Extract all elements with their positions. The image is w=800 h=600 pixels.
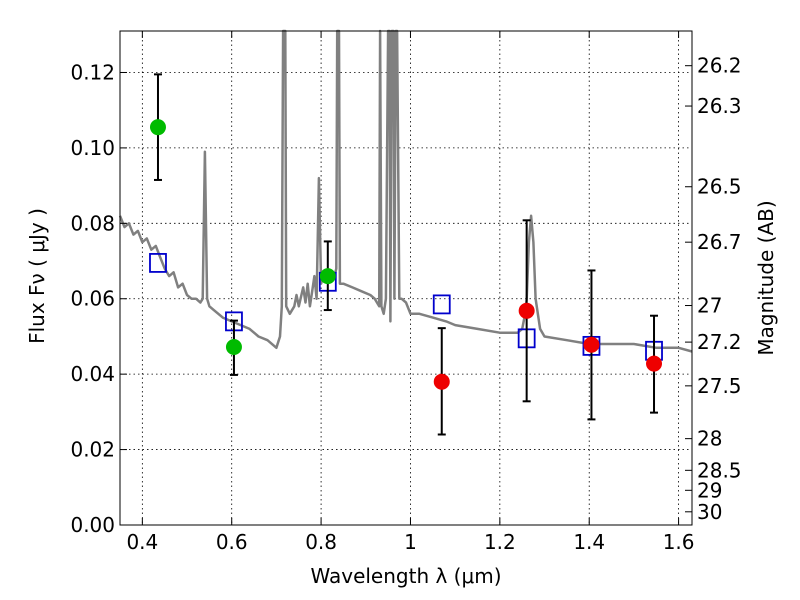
y2-tick-label: 27.2 bbox=[697, 330, 742, 354]
y-tick-label: 0.08 bbox=[70, 211, 115, 235]
y2-tick-label: 27 bbox=[697, 294, 722, 318]
observed-flux-point bbox=[149, 119, 166, 136]
x-axis-label: Wavelength λ (μm) bbox=[310, 564, 501, 588]
x-tick-label: 0.4 bbox=[126, 530, 158, 554]
y2-axis-label: Magnitude (AB) bbox=[754, 200, 778, 355]
observed-flux-point bbox=[319, 268, 336, 285]
model-spectrum-layer bbox=[118, 29, 693, 353]
observed-flux-point bbox=[583, 336, 600, 353]
y2-tick-label: 26.2 bbox=[697, 54, 742, 78]
y2-tick-label: 27.5 bbox=[697, 374, 742, 398]
axis-ticks bbox=[120, 31, 692, 526]
x-tick-label: 0.6 bbox=[216, 530, 248, 554]
y-tick-label: 0.04 bbox=[70, 362, 115, 386]
x-tick-label: 1.2 bbox=[484, 530, 516, 554]
y-tick-label: 0.12 bbox=[70, 60, 115, 84]
y-tick-label: 0.00 bbox=[70, 513, 115, 537]
model-flux-square bbox=[149, 253, 167, 273]
y-tick-label: 0.02 bbox=[70, 438, 115, 462]
y2-tick-label: 30 bbox=[697, 500, 722, 524]
observed-flux-point bbox=[646, 355, 663, 372]
observed-flux-point bbox=[433, 373, 450, 390]
x-tick-label: 1.4 bbox=[573, 530, 605, 554]
y-tick-label: 0.10 bbox=[70, 136, 115, 160]
y2-tick-label: 26.5 bbox=[697, 175, 742, 199]
data-markers-layer bbox=[149, 73, 663, 436]
x-tick-label: 1 bbox=[404, 530, 417, 554]
y2-tick-label: 28 bbox=[697, 427, 722, 451]
y2-tick-label: 26.7 bbox=[697, 230, 742, 254]
plot-frame bbox=[119, 30, 693, 526]
model-flux-square bbox=[432, 294, 451, 315]
y-tick-label: 0.06 bbox=[70, 287, 115, 311]
model-spectrum-line bbox=[118, 29, 693, 353]
y2-tick-label: 28.5 bbox=[697, 458, 742, 482]
y2-tick-label: 26.3 bbox=[697, 94, 742, 118]
tick-labels: 0.4 0.6 0.8 1 1.2 1.4 1.6 0.00 0.02 0.04 0.06 0.08 0… bbox=[70, 54, 741, 554]
x-tick-label: 1.6 bbox=[663, 530, 695, 554]
observed-flux-point bbox=[225, 339, 242, 356]
observed-flux-point bbox=[518, 302, 535, 319]
x-tick-label: 0.8 bbox=[305, 530, 337, 554]
y-axis-label: Flux Fν ( μJy ) bbox=[25, 208, 49, 344]
y2-tick-label: 29 bbox=[697, 478, 722, 502]
